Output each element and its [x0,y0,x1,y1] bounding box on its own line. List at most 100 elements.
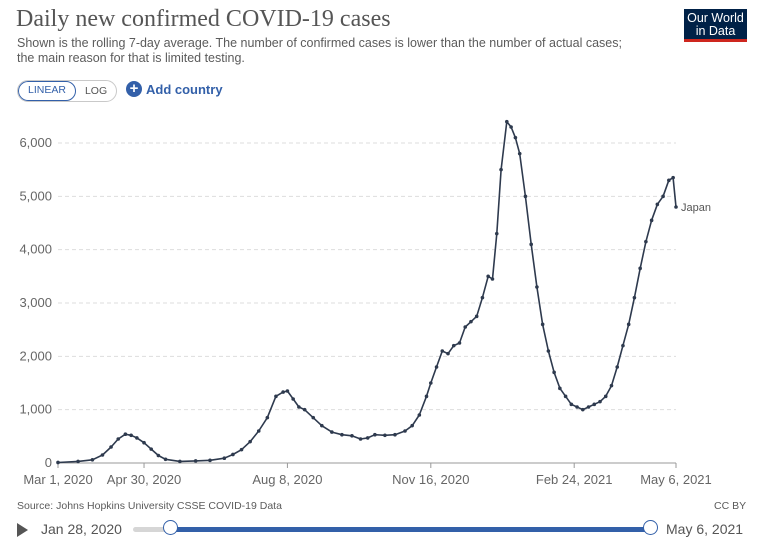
data-point[interactable] [463,325,468,329]
data-point[interactable] [661,194,665,199]
data-point[interactable] [239,447,244,452]
data-point[interactable] [311,415,316,420]
data-point[interactable] [499,167,503,172]
data-point[interactable] [509,125,513,129]
data-point[interactable] [373,432,377,437]
data-point[interactable] [626,322,631,327]
data-point[interactable] [56,460,60,465]
play-icon[interactable] [17,523,28,537]
data-point[interactable] [193,459,198,463]
data-point[interactable] [410,423,414,428]
data-point[interactable] [674,205,678,209]
data-point[interactable] [474,314,479,319]
data-point[interactable] [424,394,429,399]
data-point[interactable] [490,277,495,281]
data-point[interactable] [350,434,354,438]
data-point[interactable] [265,415,270,420]
data-point[interactable] [580,407,585,412]
data-point[interactable] [149,447,154,451]
series-line[interactable] [57,120,677,464]
data-point[interactable] [609,383,614,388]
data-point[interactable] [505,119,509,124]
data-point[interactable] [535,285,539,289]
data-point[interactable] [451,343,456,348]
timeline-end-handle[interactable] [643,520,658,535]
data-point[interactable] [486,274,490,279]
data-point[interactable] [383,433,387,438]
license-link[interactable]: CC BY [714,500,747,512]
data-point[interactable] [586,405,591,409]
data-point[interactable] [417,413,422,417]
data-point[interactable] [142,440,146,445]
data-point[interactable] [403,429,407,433]
data-point[interactable] [523,194,528,199]
series-label: Japan [681,202,711,214]
data-point[interactable] [632,295,637,300]
data-point[interactable] [100,453,105,457]
data-point[interactable] [649,218,654,223]
data-point[interactable] [365,436,370,440]
data-point[interactable] [529,242,533,247]
data-point[interactable] [429,381,433,385]
data-point[interactable] [517,151,522,156]
data-point[interactable] [671,175,675,180]
data-point[interactable] [222,456,227,461]
data-point[interactable] [393,432,397,437]
data-point[interactable] [302,407,307,412]
data-point[interactable] [274,394,278,399]
data-point[interactable] [76,459,80,464]
data-point[interactable] [109,445,113,449]
data-point[interactable] [320,423,324,428]
data-point[interactable] [457,341,462,345]
data-point[interactable] [569,402,574,407]
data-point[interactable] [256,429,261,433]
data-point[interactable] [552,370,556,375]
data-point[interactable] [638,266,642,271]
data-point[interactable] [358,437,363,441]
data-point[interactable] [340,432,344,437]
data-point[interactable] [90,458,95,462]
data-point[interactable] [116,437,121,441]
data-point[interactable] [644,239,648,244]
data-point[interactable] [558,386,562,391]
data-point[interactable] [494,231,499,236]
data-point[interactable] [540,322,545,327]
data-point[interactable] [621,343,625,348]
data-point[interactable] [178,459,182,464]
owid-logo[interactable]: Our World in Data [684,9,747,42]
data-point[interactable] [655,202,660,207]
data-point[interactable] [563,394,568,399]
data-point[interactable] [285,389,290,393]
data-point[interactable] [667,178,671,183]
data-point[interactable] [546,349,551,353]
y-tick-label: 2,000 [19,348,52,363]
data-point[interactable] [129,433,133,438]
data-point[interactable] [135,436,139,440]
data-point[interactable] [123,432,128,437]
data-point[interactable] [297,405,301,409]
log-scale-button[interactable]: LOG [84,85,108,97]
data-point[interactable] [434,365,439,369]
chart-subtitle: Shown is the rolling 7-day average. The … [17,36,622,65]
data-point[interactable] [615,365,620,369]
data-point[interactable] [281,390,285,394]
data-point[interactable] [291,397,295,401]
data-point[interactable] [446,351,450,356]
data-point[interactable] [208,458,212,463]
data-point[interactable] [330,430,334,434]
add-country-button[interactable]: + Add country [126,81,223,97]
timeline-start-handle[interactable] [163,520,178,535]
data-point[interactable] [440,349,445,353]
data-point[interactable] [231,452,235,457]
data-point[interactable] [575,405,579,409]
data-point[interactable] [592,402,597,407]
data-point[interactable] [248,439,252,444]
data-point[interactable] [469,319,473,324]
data-point[interactable] [598,399,602,404]
data-point[interactable] [603,394,608,399]
data-point[interactable] [513,135,518,140]
data-point[interactable] [480,295,485,300]
data-point[interactable] [156,453,161,458]
data-point[interactable] [163,457,168,462]
linear-scale-button[interactable]: LINEAR [18,81,76,101]
